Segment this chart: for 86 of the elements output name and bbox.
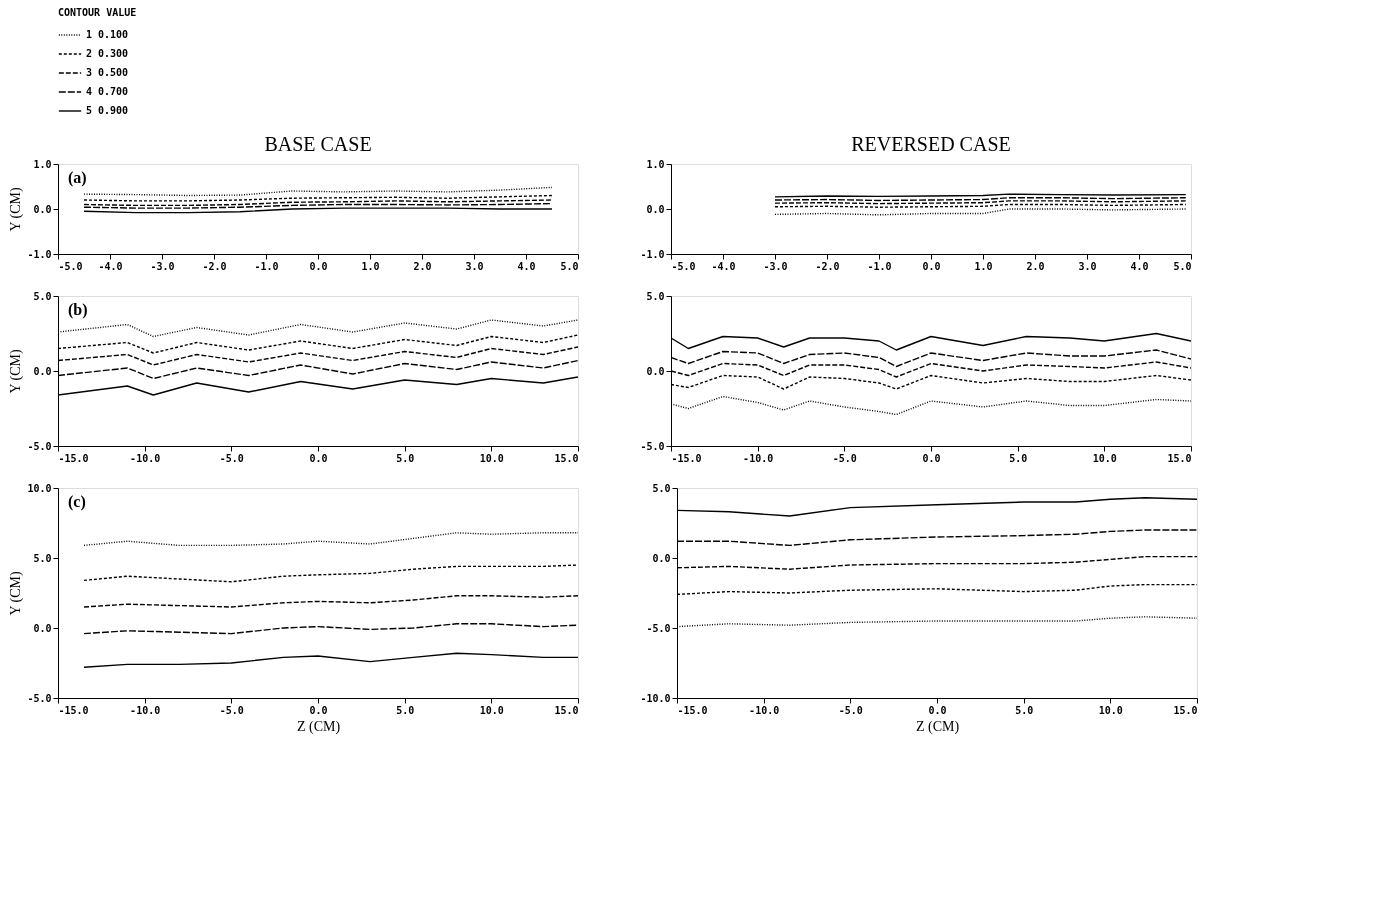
x-tick-label: 2.0 (1026, 260, 1045, 272)
x-tick-label: -2.0 (202, 260, 227, 272)
legend-label: 4 0.700 (86, 86, 129, 97)
x-tick-label: 10.0 (479, 704, 504, 716)
x-tick-label: -1.0 (867, 260, 892, 272)
x-tick-label: 5.0 (1015, 704, 1034, 716)
annotation: (b) (68, 301, 88, 319)
x-tick-label: 15.0 (1173, 704, 1198, 716)
x-tick-label: 5.0 (1009, 452, 1028, 464)
x-tick-label: -2.0 (815, 260, 840, 272)
chart-title: REVERSED CASE (851, 133, 1011, 155)
x-tick-label: -15.0 (58, 452, 89, 464)
legend-label: 5 0.900 (86, 105, 129, 116)
x-tick-label: -10.0 (743, 452, 774, 464)
legend-label: 1 0.100 (86, 29, 129, 40)
y-tick-label: 0.0 (646, 203, 665, 215)
x-tick-label: -10.0 (130, 704, 161, 716)
x-tick-label: 2.0 (413, 260, 432, 272)
x-tick-label: 5.0 (396, 452, 415, 464)
annotation: (c) (68, 493, 86, 511)
x-tick-label: 3.0 (465, 260, 484, 272)
x-tick-label: -15.0 (58, 704, 89, 716)
y-tick-label: 10.0 (27, 482, 52, 494)
x-axis-title: Z (CM) (296, 718, 341, 735)
chart-title: BASE CASE (264, 133, 372, 155)
x-tick-label: -1.0 (254, 260, 279, 272)
y-tick-label: 0.0 (33, 203, 52, 215)
x-tick-label: -5.0 (671, 260, 696, 272)
y-tick-label: -1.0 (27, 248, 52, 260)
y-axis-title: Y (CM) (8, 349, 25, 394)
x-tick-label: 15.0 (554, 704, 579, 716)
x-tick-label: 10.0 (1092, 452, 1117, 464)
y-tick-label: -5.0 (27, 692, 52, 704)
y-tick-label: 1.0 (646, 158, 665, 170)
x-tick-label: 0.0 (928, 704, 947, 716)
x-tick-label: 5.0 (396, 704, 415, 716)
x-tick-label: 4.0 (517, 260, 536, 272)
x-tick-label: 3.0 (1078, 260, 1097, 272)
x-tick-label: -15.0 (671, 452, 702, 464)
annotation: (a) (68, 169, 87, 187)
y-tick-label: 0.0 (33, 365, 52, 377)
x-tick-label: -4.0 (98, 260, 123, 272)
legend-title: CONTOUR VALUE (58, 7, 137, 18)
x-tick-label: -3.0 (763, 260, 788, 272)
legend-label: 2 0.300 (86, 48, 129, 59)
x-tick-label: 5.0 (560, 260, 579, 272)
y-tick-label: 0.0 (646, 365, 665, 377)
y-tick-label: 1.0 (33, 158, 52, 170)
x-axis-title: Z (CM) (915, 718, 960, 735)
y-tick-label: 5.0 (33, 552, 52, 564)
x-tick-label: -5.0 (58, 260, 83, 272)
x-tick-label: 1.0 (361, 260, 380, 272)
x-tick-label: -4.0 (711, 260, 736, 272)
x-tick-label: 10.0 (1098, 704, 1123, 716)
x-tick-label: 15.0 (1167, 452, 1192, 464)
y-tick-label: 5.0 (652, 482, 671, 494)
x-tick-label: 0.0 (922, 452, 941, 464)
x-tick-label: -5.0 (838, 704, 863, 716)
y-tick-label: -5.0 (646, 622, 671, 634)
x-tick-label: -5.0 (219, 704, 244, 716)
y-tick-label: -10.0 (640, 692, 671, 704)
x-tick-label: -5.0 (832, 452, 857, 464)
y-tick-label: 5.0 (646, 290, 665, 302)
x-tick-label: 4.0 (1130, 260, 1149, 272)
x-tick-label: 0.0 (922, 260, 941, 272)
y-tick-label: -1.0 (640, 248, 665, 260)
x-tick-label: 1.0 (974, 260, 993, 272)
x-tick-label: -10.0 (749, 704, 780, 716)
x-tick-label: 5.0 (1173, 260, 1192, 272)
x-tick-label: 0.0 (309, 452, 328, 464)
x-tick-label: 0.0 (309, 260, 328, 272)
legend-label: 3 0.500 (86, 67, 129, 78)
y-tick-label: 0.0 (33, 622, 52, 634)
x-tick-label: 10.0 (479, 452, 504, 464)
x-tick-label: 15.0 (554, 452, 579, 464)
x-tick-label: -15.0 (677, 704, 708, 716)
x-tick-label: -10.0 (130, 452, 161, 464)
y-tick-label: -5.0 (27, 440, 52, 452)
x-tick-label: -5.0 (219, 452, 244, 464)
y-tick-label: 0.0 (652, 552, 671, 564)
x-tick-label: 0.0 (309, 704, 328, 716)
x-tick-label: -3.0 (150, 260, 175, 272)
y-tick-label: 5.0 (33, 290, 52, 302)
y-axis-title: Y (CM) (8, 571, 25, 616)
y-axis-title: Y (CM) (8, 187, 25, 232)
y-tick-label: -5.0 (640, 440, 665, 452)
